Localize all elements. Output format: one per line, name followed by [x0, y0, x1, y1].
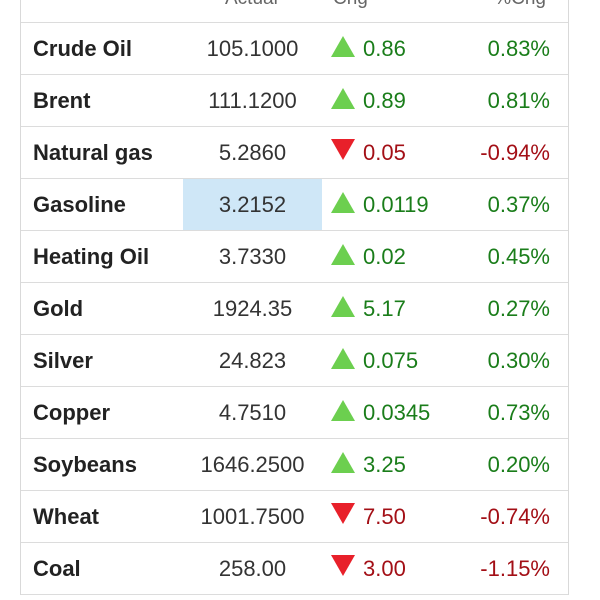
arrow-up-icon: [331, 36, 355, 57]
change-cell: 7.50: [331, 491, 406, 542]
arrow-down-icon: [331, 503, 355, 524]
change-value: 0.075: [363, 347, 419, 373]
change-value: 7.50: [363, 503, 406, 529]
commodity-name: Coal: [33, 556, 81, 581]
change-cell: 0.0345: [331, 387, 430, 438]
arrow-up-icon: [331, 452, 355, 473]
change-value: 3.25: [363, 451, 406, 477]
change-cell: 3.25: [331, 439, 406, 490]
table-header: Actual Chg %Chg: [21, 0, 568, 23]
change-cell: 0.05: [331, 127, 406, 178]
commodity-name: Crude Oil: [33, 36, 133, 61]
change-value: 0.0119: [363, 191, 429, 217]
actual-price: 4.7510: [218, 400, 287, 425]
table-row[interactable]: Wheat 1001.7500 7.50 -0.74%: [21, 491, 568, 543]
percent-change: 0.81%: [487, 88, 550, 113]
change-value: 3.00: [363, 555, 406, 581]
table-row[interactable]: Natural gas 5.2860 0.05 -0.94%: [21, 127, 568, 179]
header-chg[interactable]: Chg: [333, 0, 368, 10]
arrow-up-icon: [331, 296, 355, 317]
table-row[interactable]: Gold 1924.35 5.17 0.27%: [21, 283, 568, 335]
arrow-down-icon: [331, 555, 355, 576]
table-row[interactable]: Soybeans 1646.2500 3.25 0.20%: [21, 439, 568, 491]
percent-change: 0.30%: [487, 348, 550, 373]
change-value: 5.17: [363, 295, 406, 321]
commodities-table: Actual Chg %Chg Crude Oil 105.1000 0.86 0.8…: [20, 0, 569, 595]
actual-price: 105.1000: [206, 36, 299, 61]
change-cell: 0.02: [331, 231, 406, 282]
arrow-up-icon: [331, 192, 355, 213]
table-row[interactable]: Coal 258.00 3.00 -1.15%: [21, 543, 568, 595]
arrow-down-icon: [331, 139, 355, 160]
actual-price: 3.7330: [218, 244, 287, 269]
header-pct-chg[interactable]: %Chg: [494, 0, 546, 10]
commodity-name: Soybeans: [33, 452, 137, 477]
actual-price: 1646.2500: [200, 452, 305, 477]
percent-change: 0.83%: [487, 36, 550, 61]
header-actual[interactable]: Actual: [225, 0, 278, 10]
change-cell: 0.86: [331, 23, 406, 74]
change-cell: 0.89: [331, 75, 406, 126]
actual-price: 1924.35: [212, 296, 293, 321]
actual-price: 111.1200: [208, 88, 297, 113]
commodity-name: Gasoline: [33, 192, 126, 217]
change-cell: 3.00: [331, 543, 406, 594]
arrow-up-icon: [331, 348, 355, 369]
table-row[interactable]: Crude Oil 105.1000 0.86 0.83%: [21, 23, 568, 75]
change-value: 0.86: [363, 35, 406, 61]
change-value: 0.89: [363, 87, 406, 113]
commodity-name: Gold: [33, 296, 84, 321]
table-row[interactable]: Silver 24.823 0.075 0.30%: [21, 335, 568, 387]
percent-change: 0.45%: [487, 244, 550, 269]
commodity-name: Silver: [33, 348, 93, 373]
commodity-name: Copper: [33, 400, 110, 425]
actual-price: 3.2152: [183, 179, 322, 230]
commodity-name: Heating Oil: [33, 244, 150, 269]
table-row[interactable]: Brent 111.1200 0.89 0.81%: [21, 75, 568, 127]
percent-change: -0.74%: [480, 504, 550, 529]
actual-price: 258.00: [218, 556, 287, 581]
commodity-name: Brent: [33, 88, 91, 113]
percent-change: 0.27%: [487, 296, 550, 321]
percent-change: -1.15%: [480, 556, 550, 581]
arrow-up-icon: [331, 400, 355, 421]
commodity-name: Natural gas: [33, 140, 153, 165]
table-row[interactable]: Gasoline 3.2152 0.0119 0.37%: [21, 179, 568, 231]
change-cell: 5.17: [331, 283, 406, 334]
actual-price: 24.823: [218, 348, 287, 373]
arrow-up-icon: [331, 244, 355, 265]
actual-price: 1001.7500: [200, 504, 305, 529]
change-value: 0.0345: [363, 399, 431, 425]
arrow-up-icon: [331, 88, 355, 109]
actual-price: 5.2860: [218, 140, 287, 165]
commodity-name: Wheat: [33, 504, 99, 529]
table-body: Crude Oil 105.1000 0.86 0.83% Brent 111.1200 0…: [21, 23, 568, 595]
change-value: 0.05: [363, 139, 406, 165]
change-value: 0.02: [363, 243, 406, 269]
percent-change: 0.37%: [487, 192, 550, 217]
change-cell: 0.0119: [331, 179, 429, 230]
percent-change: -0.94%: [480, 140, 550, 165]
percent-change: 0.73%: [487, 400, 550, 425]
change-cell: 0.075: [331, 335, 418, 386]
percent-change: 0.20%: [487, 452, 550, 477]
table-row[interactable]: Copper 4.7510 0.0345 0.73%: [21, 387, 568, 439]
table-row[interactable]: Heating Oil 3.7330 0.02 0.45%: [21, 231, 568, 283]
